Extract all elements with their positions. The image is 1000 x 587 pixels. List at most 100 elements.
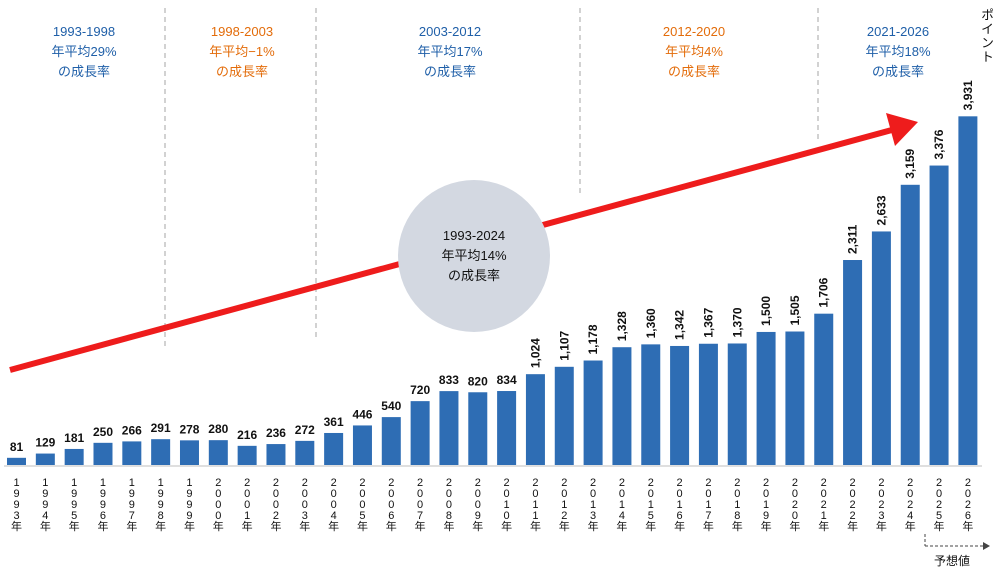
bar-series <box>7 116 978 466</box>
value-label: 820 <box>468 374 488 388</box>
value-label: 1,505 <box>788 295 802 325</box>
bar-2000年 <box>208 440 228 465</box>
period-years: 2012-2020 <box>662 24 726 39</box>
bar-1993年 <box>7 457 26 465</box>
bar-2021年 <box>814 313 834 465</box>
overall-years: 1993-2024 <box>442 228 506 243</box>
bar-2007年 <box>410 401 430 465</box>
bar-2005年 <box>352 425 372 465</box>
value-label: 833 <box>439 373 459 387</box>
value-label: 266 <box>122 423 142 437</box>
value-label: 1,024 <box>528 338 542 368</box>
unit-label: ポイント <box>979 8 994 64</box>
bar-2003年 <box>295 440 315 465</box>
period-line2: 年平均−1% <box>209 44 275 59</box>
bar-2014年 <box>612 347 632 465</box>
value-label: 540 <box>381 399 401 413</box>
bar-2023年 <box>871 231 891 465</box>
value-label: 1,178 <box>586 324 600 354</box>
value-label: 181 <box>64 431 84 445</box>
bar-2010年 <box>497 391 517 465</box>
value-label: 236 <box>266 426 286 440</box>
value-label: 291 <box>151 421 171 435</box>
value-label: 1,328 <box>615 311 629 341</box>
bar-2004年 <box>324 432 344 465</box>
value-label: 2,633 <box>874 195 888 225</box>
bar-2020年 <box>785 331 805 465</box>
bar-2018年 <box>727 343 747 465</box>
bar-2009年 <box>468 392 488 465</box>
bar-1997年 <box>122 441 142 465</box>
bar-2001年 <box>237 445 257 465</box>
period-years: 2003-2012 <box>418 24 482 39</box>
period-line3: の成長率 <box>215 64 268 79</box>
overall-rate: 年平均14% <box>441 248 507 263</box>
period-annotation: 2012-2020 年平均4% の成長率 <box>619 22 769 82</box>
period-line3: の成長率 <box>423 64 476 79</box>
period-annotation: 2003-2012 年平均17% の成長率 <box>375 22 525 82</box>
bar-2022年 <box>843 260 863 465</box>
value-label: 81 <box>10 440 24 454</box>
value-label: 280 <box>208 422 228 436</box>
value-label: 720 <box>410 383 430 397</box>
value-label: 834 <box>497 373 517 387</box>
value-label: 3,376 <box>932 129 946 159</box>
value-label: 129 <box>35 436 55 450</box>
bar-1996年 <box>93 442 113 465</box>
value-labels: 81 129 181 250 266 291 278 280 216 236 272 361 446 54… <box>10 80 975 454</box>
period-line3: の成長率 <box>57 64 110 79</box>
value-label: 361 <box>324 415 344 429</box>
bar-2019年 <box>756 331 776 465</box>
bar-2013年 <box>583 360 603 465</box>
bar-2026年 <box>958 116 978 465</box>
value-label: 1,360 <box>644 308 658 338</box>
period-years: 1993-1998 <box>52 24 116 39</box>
period-annotation: 2021-2026 年平均18% の成長率 <box>823 22 973 82</box>
year-labels: 1 9 9 3 年 1 9 9 4 年 1 9 9 5 年 1 9 9 6 年 1 9 9 7 年 1 9 9 8 年 1 9 9 9 年 2 0 0 0 年… <box>11 477 973 533</box>
bar-2008年 <box>439 391 459 465</box>
bar-1994年 <box>35 453 55 465</box>
value-label: 1,107 <box>557 330 571 360</box>
value-label: 2,311 <box>846 224 860 254</box>
bar-1999年 <box>179 440 199 465</box>
period-years: 1998-2003 <box>210 24 274 39</box>
forecast-bracket <box>924 534 990 550</box>
value-label: 278 <box>179 422 199 436</box>
period-line2: 年平均18% <box>865 44 931 59</box>
bar-2012年 <box>554 366 574 465</box>
bar-1998年 <box>151 439 171 465</box>
period-line2: 年平均4% <box>665 44 723 59</box>
value-label: 250 <box>93 425 113 439</box>
period-annotation: 1998-2003 年平均−1% の成長率 <box>167 22 317 82</box>
value-label: 1,370 <box>730 307 744 337</box>
period-line3: の成長率 <box>667 64 720 79</box>
period-years: 2021-2026 <box>866 24 930 39</box>
value-label: 1,706 <box>817 277 831 307</box>
trend-arrow-head <box>886 113 918 146</box>
